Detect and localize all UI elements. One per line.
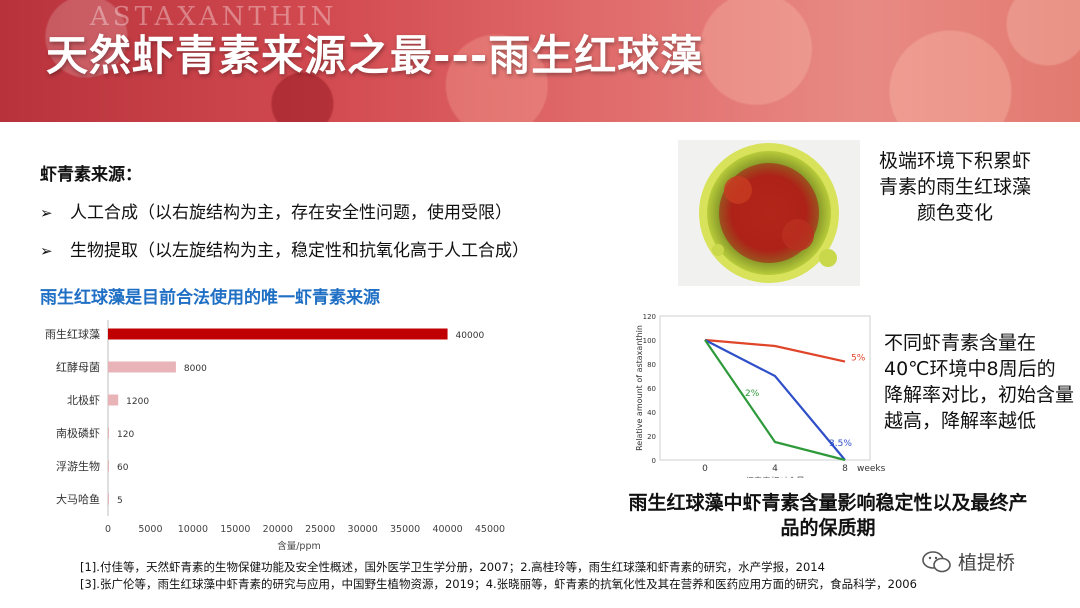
bar-value-label: 40000 (456, 331, 485, 341)
series-label: 2% (745, 389, 760, 399)
degradation-line-chart: 0 20 40 60 80 100 120 0 4 8 weeks 虾青素相对含量 Relative a… (635, 313, 885, 478)
x-tick-label: 20000 (263, 524, 293, 535)
series-line (704, 339, 846, 462)
bar-category-label: 大马哈鱼 (56, 492, 100, 506)
bar-category-label: 南极磷虾 (56, 426, 100, 440)
reference-line: [1].付佳等，天然虾青素的生物保健功能及安全性概述，国外医学卫生学分册，200… (80, 560, 825, 574)
references: [1].付佳等，天然虾青素的生物保健功能及安全性概述，国外医学卫生学分册，200… (80, 559, 917, 593)
x-tick-label: 25000 (305, 524, 335, 535)
petri-dish-photo (678, 140, 860, 286)
title-banner: ASTAXANTHIN 天然虾青素来源之最---雨生红球藻 (0, 0, 1080, 122)
x-axis-label: 虾青素相对含量 (745, 476, 805, 478)
x-axis-label: 含量/ppm (277, 540, 321, 552)
bar (108, 493, 109, 505)
banner-photo-background (0, 0, 1080, 122)
bar-value-label: 8000 (184, 364, 207, 374)
brand-name: 植提桥 (958, 552, 1016, 574)
bar (108, 460, 109, 472)
highlight-heading: 雨生红球藻是目前合法使用的唯一虾青素来源 (40, 288, 380, 308)
bar (108, 427, 110, 439)
bullet-synthetic: ➢ 人工合成（以右旋结构为主，存在安全性问题，使用受限） (40, 203, 512, 223)
x-tick-unit: weeks (857, 464, 885, 474)
brand-watermark: 植提桥 (922, 548, 1015, 575)
degradation-caption: 不同虾青素含量在40℃环境中8周后的降解率对比，初始含量越高，降解率越低 (884, 332, 1075, 432)
bar-category-label: 北极虾 (67, 393, 100, 407)
bar-value-label: 60 (117, 463, 129, 473)
bullet-biological: ➢ 生物提取（以左旋结构为主，稳定性和抗氧化高于人工合成） (40, 241, 529, 261)
wechat-icon (922, 550, 951, 572)
y-tick-label: 80 (647, 361, 656, 369)
bar-value-label: 1200 (126, 397, 149, 407)
bar-category-label: 红酵母菌 (56, 361, 100, 374)
bar (108, 328, 448, 340)
y-tick-label: 40 (647, 409, 656, 417)
bar-value-label: 5 (117, 496, 123, 506)
arrow-bullet-icon: ➢ (40, 204, 53, 222)
y-axis-label: Relative amount of astaxanthin (635, 325, 644, 451)
astaxanthin-content-bar-chart: 雨生红球藻 40000 红酵母菌 8000 北极虾 1200 南极磷虾 120 浮游生物 60 大马… (45, 320, 505, 552)
y-tick-label: 100 (643, 337, 656, 345)
banner-watermark: ASTAXANTHIN (90, 2, 338, 32)
x-tick-label: 10000 (178, 524, 208, 535)
y-tick-label: 20 (647, 433, 656, 441)
x-tick-label: 4 (772, 464, 778, 474)
series-line (704, 338, 846, 363)
y-tick-label: 120 (643, 313, 656, 321)
x-tick-label: 8 (842, 464, 848, 474)
x-tick-label: 35000 (390, 524, 420, 535)
bar (108, 361, 176, 373)
photo-caption: 极端环境下积累虾青素的雨生红球藻颜色变化 (878, 150, 1031, 224)
x-tick-label: 5000 (138, 524, 162, 535)
series-line (704, 339, 846, 461)
y-tick-label: 0 (652, 457, 656, 465)
sources-heading: 虾青素来源： (40, 165, 142, 185)
series-label: 5% (851, 354, 866, 364)
bar (108, 394, 119, 406)
x-tick-label: 30000 (348, 524, 378, 535)
x-tick-label: 0 (105, 524, 111, 535)
plot-area (659, 315, 871, 461)
reference-line: [3].张广伦等，雨生红球藻中虾青素的研究与应用，中国野生植物资源，2019；4… (80, 577, 917, 591)
y-tick-label: 60 (647, 385, 656, 393)
x-tick-label: 0 (702, 464, 708, 474)
bar-value-label: 120 (117, 430, 134, 440)
x-tick-label: 15000 (220, 524, 250, 535)
bar-category-label: 浮游生物 (56, 459, 100, 473)
bar-category-label: 雨生红球藻 (45, 327, 100, 341)
x-tick-label: 40000 (432, 524, 462, 535)
x-tick-label: 45000 (475, 524, 505, 535)
page-title: 天然虾青素来源之最---雨生红球藻 (46, 31, 704, 80)
arrow-bullet-icon: ➢ (40, 242, 53, 260)
stability-caption: 雨生红球藻中虾青素含量影响稳定性以及最终产品的保质期 (628, 492, 1028, 539)
series-label: 3.5% (829, 439, 852, 449)
